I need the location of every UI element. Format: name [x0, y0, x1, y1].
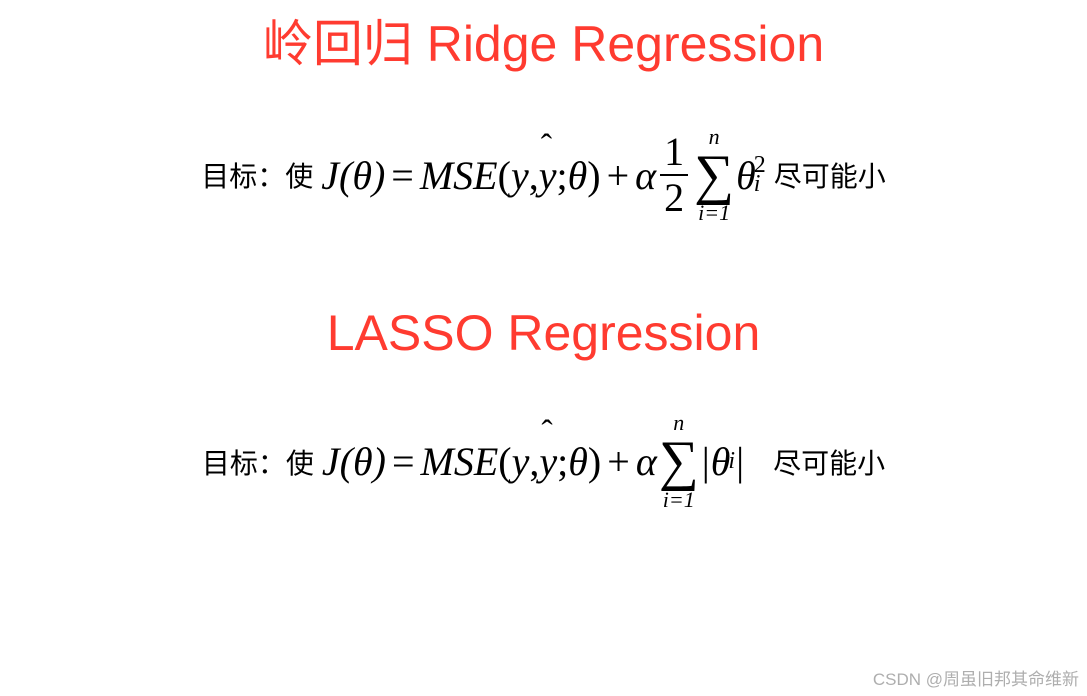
lasso-eq: = — [386, 438, 421, 485]
ridge-frac-num: 1 — [660, 132, 688, 174]
lasso-arg-y: y — [512, 438, 530, 485]
lasso-lhs: J(θ) — [322, 438, 386, 485]
ridge-arg-theta: θ — [568, 152, 588, 199]
lasso-prefix: 目标：使 — [202, 442, 314, 482]
lasso-semicolon: ; — [557, 438, 568, 485]
ridge-mse: MSE — [420, 152, 498, 199]
ridge-sum-bot: i=1 — [698, 202, 730, 224]
ridge-title: 岭回归 Ridge Regression — [0, 4, 1087, 76]
ridge-frac: 1 2 — [660, 132, 688, 218]
ridge-formula-row: 目标：使 J(θ) = MSE ( y , y ; θ ) + α 1 2 n … — [0, 126, 1087, 224]
ridge-theta-subsup: 2 i — [754, 156, 766, 194]
lasso-formula: J(θ) = MSE ( y , y ; θ ) + α n ∑ i=1 | θ — [322, 412, 745, 510]
ridge-paren-close: ) — [587, 152, 600, 199]
lasso-suffix: 尽可能小 — [773, 442, 885, 482]
lasso-sum-sigma: ∑ — [659, 436, 699, 486]
ridge-alpha: α — [635, 152, 656, 199]
ridge-lhs: J(θ) — [321, 152, 385, 199]
ridge-arg-yhat: y — [539, 152, 557, 199]
ridge-frac-den: 2 — [660, 174, 688, 218]
ridge-plus: + — [601, 152, 636, 199]
lasso-abs-r: | — [735, 438, 745, 485]
lasso-sum-bot: i=1 — [663, 489, 695, 511]
lasso-alpha: α — [636, 438, 657, 485]
lasso-formula-row: 目标：使 J(θ) = MSE ( y , y ; θ ) + α n ∑ i=… — [0, 412, 1087, 510]
lasso-comma1: , — [529, 438, 539, 485]
ridge-sum-sigma: ∑ — [694, 150, 734, 200]
ridge-prefix: 目标：使 — [201, 155, 313, 195]
ridge-paren-open: ( — [498, 152, 511, 199]
ridge-eq: = — [385, 152, 420, 199]
ridge-sum: n ∑ i=1 — [694, 126, 734, 224]
lasso-sum: n ∑ i=1 — [659, 412, 699, 510]
lasso-mse: MSE — [421, 438, 499, 485]
ridge-arg-y: y — [511, 152, 529, 199]
watermark: CSDN @周虽旧邦其命维新 — [873, 665, 1079, 690]
lasso-paren-open: ( — [498, 438, 511, 485]
ridge-comma1: , — [529, 152, 539, 199]
lasso-plus: + — [601, 438, 636, 485]
lasso-arg-yhat: y — [539, 438, 557, 485]
ridge-suffix: 尽可能小 — [774, 155, 886, 195]
ridge-semicolon: ; — [556, 152, 567, 199]
lasso-abs-l: | — [701, 438, 711, 485]
lasso-theta-sub: i — [728, 448, 735, 475]
ridge-theta-sub: i — [754, 175, 766, 194]
ridge-formula: J(θ) = MSE ( y , y ; θ ) + α 1 2 n ∑ i=1… — [321, 126, 765, 224]
lasso-paren-close: ) — [588, 438, 601, 485]
lasso-title: LASSO Regression — [0, 304, 1087, 362]
lasso-arg-theta: θ — [568, 438, 588, 485]
